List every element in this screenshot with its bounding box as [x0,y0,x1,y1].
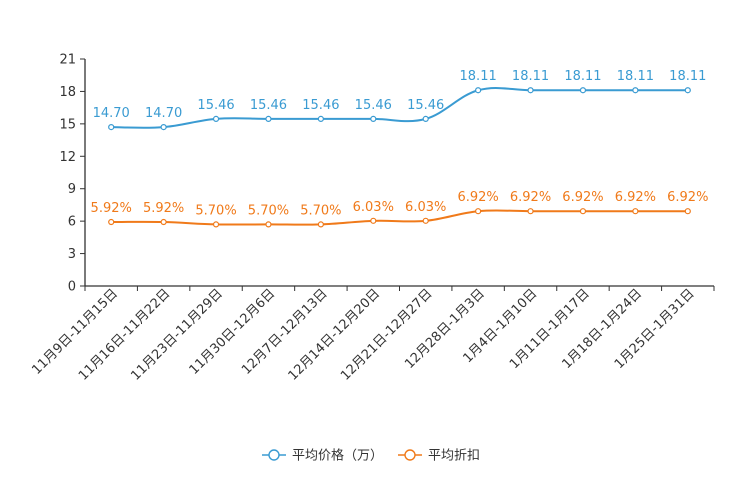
y-tick-label: 21 [59,53,76,68]
data-label: 6.03% [353,200,394,215]
series-2: 5.92% 5.92% 5.70% 5.70% 5.70% 6.03% 6.03% 6.92%… [91,190,708,228]
data-point[interactable] [422,115,429,122]
y-tick-label: 6 [68,215,76,230]
series-line [111,209,688,226]
series-1: 14.70 14.70 15.46 15.46 15.46 15.46 15.46 18.11… [93,69,706,131]
data-label: 6.92% [667,190,708,205]
data-label: 6.92% [510,190,551,205]
data-point[interactable] [265,221,272,228]
data-point[interactable] [370,115,377,122]
legend-marker-icon [404,449,416,461]
data-point[interactable] [527,208,534,215]
data-label: 18.11 [460,69,497,84]
data-point[interactable] [317,115,324,122]
data-point[interactable] [527,87,534,94]
data-label: 14.70 [145,106,182,121]
legend-item-2[interactable]: 平均折扣 [398,449,480,464]
data-label: 18.11 [512,69,549,84]
data-label: 18.11 [669,69,706,84]
data-label: 15.46 [407,98,444,113]
data-label: 18.11 [564,69,601,84]
x-tick-label: 12月21日-12月27日 [338,286,435,383]
data-point[interactable] [212,221,220,228]
data-label: 6.92% [457,190,498,205]
data-point[interactable] [108,218,115,226]
data-point[interactable] [579,87,587,94]
data-label: 14.70 [93,106,130,121]
x-tick-label: 11月9日-11月15日 [29,286,121,378]
data-point[interactable] [579,208,587,215]
data-label: 18.11 [617,69,654,84]
data-point[interactable] [370,217,377,224]
data-point[interactable] [475,208,482,215]
data-point[interactable] [160,218,167,226]
data-point[interactable] [684,87,691,94]
y-tick-label: 9 [68,182,76,197]
data-label: 15.46 [250,98,287,113]
x-tick-label: 12月14日-12月20日 [286,286,383,383]
data-point[interactable] [684,208,691,215]
data-label: 15.46 [355,98,392,113]
legend-item-1[interactable]: 平均价格（万） [262,448,383,464]
y-tick-label: 18 [59,85,76,100]
data-label: 5.70% [248,203,289,218]
series-line [111,86,688,129]
x-tick-label: 11月23日-11月29日 [128,286,225,383]
data-label: 5.92% [91,201,132,216]
y-tick-label: 3 [68,247,76,262]
data-point[interactable] [422,217,429,224]
data-point[interactable] [265,115,272,122]
data-label: 15.46 [302,98,339,113]
data-point[interactable] [108,123,115,131]
y-tick-label: 12 [59,150,76,165]
data-label: 5.70% [195,203,236,218]
y-tick-label: 15 [59,117,76,132]
data-label: 6.92% [615,190,656,205]
data-point[interactable] [317,221,324,228]
data-label: 6.92% [562,190,603,205]
data-point[interactable] [632,87,639,94]
legend-marker-icon [268,449,280,461]
legend-label: 平均折扣 [428,449,480,464]
legend-label: 平均价格（万） [292,448,383,464]
y-tick-label: 0 [68,280,76,295]
data-point[interactable] [475,87,482,94]
chart-legend[interactable]: 平均价格（万） 平均折扣 [262,448,480,464]
chart-series: 14.70 14.70 15.46 15.46 15.46 15.46 15.46 18.11… [91,69,708,228]
data-label: 15.46 [197,98,234,113]
data-point[interactable] [212,115,220,122]
data-label: 5.92% [143,201,184,216]
data-point[interactable] [632,208,639,215]
data-label: 6.03% [405,200,446,215]
data-label: 5.70% [300,203,341,218]
data-point[interactable] [160,123,167,131]
x-tick-label: 11月16日-11月22日 [76,286,173,383]
